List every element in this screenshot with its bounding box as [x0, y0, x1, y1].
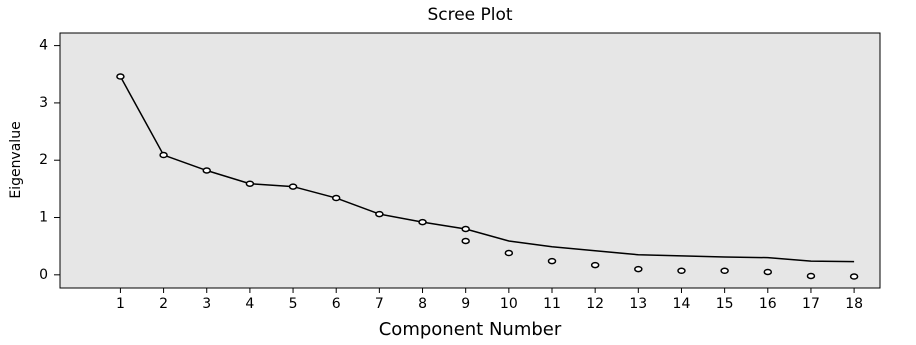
point: [288, 183, 298, 190]
point: [763, 268, 773, 276]
x-tick-label: 8: [418, 296, 427, 312]
point: [202, 167, 211, 174]
x-tick-label: 13: [629, 296, 647, 312]
point: [677, 267, 686, 275]
x-tick-label: 6: [332, 296, 341, 312]
point: [245, 180, 255, 187]
point: [547, 257, 557, 265]
x-tick-label: 18: [845, 296, 863, 312]
x-tick-label: 10: [500, 296, 518, 312]
x-tick-label: 1: [116, 296, 125, 312]
y-tick-label: 4: [39, 38, 48, 54]
y-axis-label: Eigenvalue: [8, 121, 24, 198]
point: [116, 73, 125, 80]
y-tick-label: 2: [39, 152, 48, 168]
chart-title: Scree Plot: [427, 5, 512, 25]
y-tick-label: 0: [39, 267, 48, 283]
x-tick-label: 15: [716, 296, 734, 312]
point: [159, 151, 168, 159]
x-tick-label: 17: [802, 296, 820, 312]
x-tick-label: 4: [245, 296, 254, 312]
point: [461, 225, 470, 233]
x-tick-label: 3: [202, 296, 211, 312]
point: [849, 273, 859, 280]
x-tick-label: 11: [543, 296, 561, 312]
x-tick-label: 12: [586, 296, 604, 312]
x-tick-label: 16: [759, 296, 777, 312]
point: [590, 261, 600, 269]
scree-line: [119, 76, 855, 263]
x-tick-label: 14: [673, 296, 691, 312]
point: [634, 265, 643, 273]
y-tick-label: 3: [39, 95, 48, 111]
point: [418, 218, 427, 226]
x-tick-label: 2: [159, 296, 168, 312]
point: [461, 237, 470, 245]
x-tick-label: 7: [375, 296, 384, 312]
x-axis-label: Component Number: [379, 319, 562, 340]
x-tick-label: 5: [289, 296, 298, 312]
point: [504, 249, 514, 257]
point: [375, 210, 384, 218]
y-tick-label: 1: [39, 210, 48, 226]
x-tick-label: 9: [461, 296, 470, 312]
plot-area: [59, 32, 881, 289]
point: [806, 272, 816, 280]
point: [331, 194, 341, 202]
point: [720, 267, 729, 275]
